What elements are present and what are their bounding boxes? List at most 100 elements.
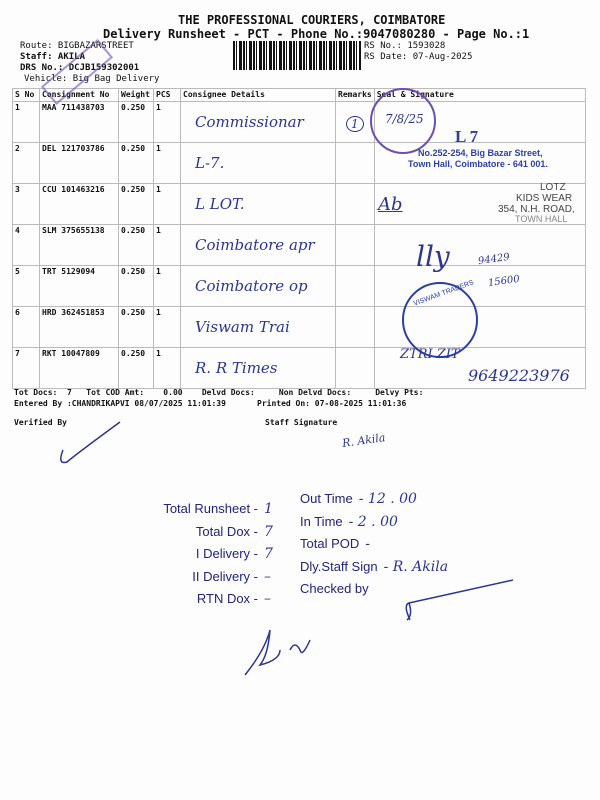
col-pcs: PCS bbox=[153, 88, 181, 102]
summary-label: I Delivery - bbox=[195, 546, 258, 561]
printed-on: Printed On: 07-08-2025 11:01:36 bbox=[257, 399, 407, 408]
summary-value: - 12 . 00 bbox=[358, 491, 417, 507]
cell-sno: 2 bbox=[12, 142, 40, 184]
cell-seal-signature bbox=[373, 224, 587, 266]
summary-label: Total POD bbox=[300, 536, 360, 551]
cell-pcs: 1 bbox=[153, 142, 181, 184]
cell-consignment-no: CCU 101463216 bbox=[39, 183, 119, 225]
totals-line: Tot Docs: 7 Tot COD Amt: 0.00 Delvd Docs… bbox=[14, 388, 424, 397]
cell-consignment-no: RKT 10047809 bbox=[39, 347, 119, 389]
cell-sno: 6 bbox=[12, 306, 40, 348]
cell-pcs: 1 bbox=[153, 265, 181, 307]
lotz-stamp-2: KIDS WEAR bbox=[516, 193, 573, 204]
table-row: 1 MAA 711438703 0.250 1 Commissionar bbox=[12, 101, 587, 143]
table-header: S No Consignment No Weight PCS Consignee… bbox=[12, 88, 587, 102]
cell-remarks bbox=[335, 347, 375, 389]
cell-weight: 0.250 bbox=[118, 265, 154, 307]
remark-mark: 1 bbox=[346, 116, 364, 132]
l7-stamp-line2: Town Hall, Coimbatore - 641 001. bbox=[408, 159, 548, 169]
phone-note-3: 9649223976 bbox=[468, 366, 570, 385]
summary-item: II Delivery - – bbox=[192, 566, 282, 585]
cell-consignee: Commissionar bbox=[180, 101, 336, 143]
summary-label: Checked by bbox=[300, 581, 369, 596]
table-row: 6 HRD 362451853 0.250 1 Viswam Trai bbox=[12, 306, 587, 348]
cell-consignee: R. R Times bbox=[180, 347, 336, 389]
cell-pcs: 1 bbox=[153, 183, 181, 225]
consignee-handwritten: L LOT. bbox=[195, 195, 245, 213]
signature-row4: lly bbox=[416, 240, 450, 273]
staff-signature-handwritten: R. Akila bbox=[341, 431, 387, 450]
summary-label: Dly.Staff Sign bbox=[300, 558, 378, 574]
l7-stamp-title: L 7 bbox=[455, 127, 479, 146]
signature-row3: Ab bbox=[378, 194, 403, 215]
cell-weight: 0.250 bbox=[118, 183, 154, 225]
verified-signature bbox=[60, 421, 121, 464]
summary-item: Total Dox - 7 bbox=[196, 521, 282, 540]
summary-value: 7 bbox=[264, 546, 273, 562]
consignee-handwritten: Commissionar bbox=[195, 113, 304, 131]
cell-weight: 0.250 bbox=[118, 306, 154, 348]
table-row: 4 SLM 375655138 0.250 1 Coimbatore apr bbox=[12, 224, 587, 266]
summary-item: Total Runsheet - 1 bbox=[163, 498, 282, 517]
consignee-handwritten: L-7. bbox=[195, 154, 225, 172]
cell-consignee: Coimbatore apr bbox=[180, 224, 336, 266]
runsheet-title: Delivery Runsheet - PCT - Phone No.:9047… bbox=[103, 27, 530, 41]
round-stamp bbox=[370, 88, 436, 154]
summary-value: - R. Akila bbox=[383, 558, 449, 575]
cell-consignment-no: MAA 711438703 bbox=[39, 101, 119, 143]
summary-label: II Delivery - bbox=[192, 568, 258, 584]
summary-item: Total POD - bbox=[300, 533, 425, 552]
summary-item: RTN Dox - – bbox=[197, 588, 282, 607]
cell-consignee: L-7. bbox=[180, 142, 336, 184]
cell-remarks bbox=[335, 265, 375, 307]
summary-item: Checked by bbox=[300, 578, 435, 597]
cell-weight: 0.250 bbox=[118, 224, 154, 266]
barcode bbox=[233, 41, 361, 70]
summary-value: – bbox=[264, 568, 271, 585]
cell-pcs: 1 bbox=[153, 224, 181, 266]
verified-by-label: Verified By bbox=[14, 418, 67, 427]
consignee-handwritten: Coimbatore op bbox=[195, 277, 308, 295]
lotz-stamp-4: TOWN HALL bbox=[515, 214, 568, 224]
table-row: 5 TRT 5129094 0.250 1 Coimbatore op bbox=[12, 265, 587, 307]
col-remarks: Remarks bbox=[335, 88, 375, 102]
cell-remarks bbox=[335, 224, 375, 266]
consignment-table: S No Consignment No Weight PCS Consignee… bbox=[12, 88, 587, 389]
staff: Staff: AKILA bbox=[20, 52, 86, 62]
cell-sno: 4 bbox=[12, 224, 40, 266]
col-weight: Weight bbox=[118, 88, 154, 102]
summary-label: RTN Dox - bbox=[196, 591, 258, 606]
cell-remarks bbox=[335, 142, 375, 184]
route: Route: BIGBAZARSTREET bbox=[20, 41, 134, 51]
cell-pcs: 1 bbox=[153, 306, 181, 348]
lotz-stamp-3: 354, N.H. ROAD, bbox=[498, 204, 575, 215]
checked-by-signature bbox=[405, 579, 514, 621]
summary-item: I Delivery - 7 bbox=[196, 543, 282, 562]
cell-consignment-no: TRT 5129094 bbox=[39, 265, 119, 307]
summary-value: 1 bbox=[264, 501, 273, 517]
summary-item: In Time - 2 . 00 bbox=[300, 511, 409, 530]
l7-stamp-line1: No.252-254, Big Bazar Street, bbox=[418, 148, 543, 158]
rs-number: RS No.: 1593028 bbox=[364, 41, 446, 51]
cell-consignment-no: HRD 362451853 bbox=[39, 306, 119, 348]
summary-value: – bbox=[264, 591, 271, 607]
col-sno: S No bbox=[12, 88, 40, 102]
vehicle: Vehicle: Big Bag Delivery bbox=[24, 74, 160, 84]
consignee-handwritten: R. R Times bbox=[195, 359, 278, 377]
summary-item: Out Time - 12 . 00 bbox=[300, 488, 419, 507]
cell-seal-signature bbox=[373, 347, 587, 389]
cell-weight: 0.250 bbox=[118, 347, 154, 389]
drs-number: DRS No.: DCJB159302001 bbox=[20, 63, 140, 73]
col-consignee: Consignee Details bbox=[180, 88, 336, 102]
summary-value: 7 bbox=[264, 523, 273, 540]
cell-remarks bbox=[335, 306, 375, 348]
cell-consignee: Coimbatore op bbox=[180, 265, 336, 307]
date-stamp-text: 7/8/25 bbox=[385, 112, 424, 126]
cell-sno: 3 bbox=[12, 183, 40, 225]
viswam-traders-stamp bbox=[402, 282, 478, 358]
signature-row7: ZTRI ZIT bbox=[400, 347, 460, 362]
summary-item: Dly.Staff Sign - R. Akila bbox=[300, 556, 448, 575]
entered-by: Entered By :CHANDRIKAPVI 08/07/2025 11:0… bbox=[14, 399, 226, 408]
cell-pcs: 1 bbox=[153, 347, 181, 389]
